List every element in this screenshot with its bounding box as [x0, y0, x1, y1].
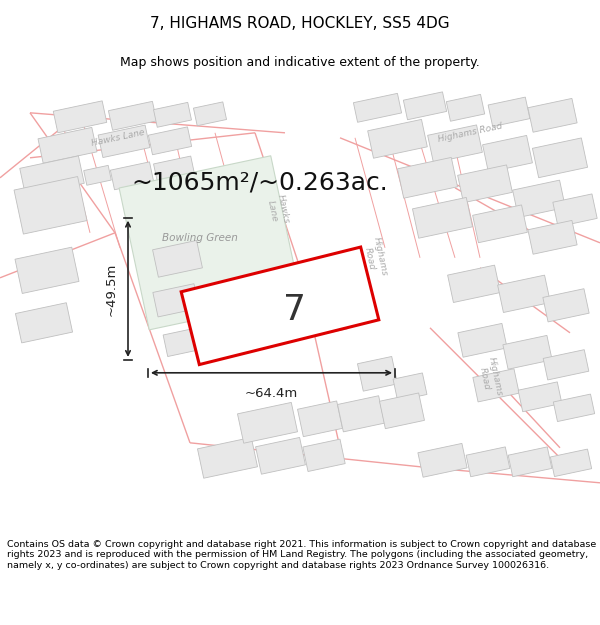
- Polygon shape: [38, 127, 97, 163]
- Polygon shape: [154, 102, 191, 127]
- Polygon shape: [508, 447, 552, 477]
- Polygon shape: [488, 97, 530, 126]
- Polygon shape: [154, 156, 194, 182]
- Polygon shape: [446, 94, 485, 121]
- Polygon shape: [84, 166, 111, 185]
- Text: ~1065m²/~0.263ac.: ~1065m²/~0.263ac.: [131, 171, 388, 195]
- Text: Hawks Lane: Hawks Lane: [91, 127, 145, 148]
- Polygon shape: [448, 265, 500, 302]
- Polygon shape: [20, 156, 84, 196]
- Polygon shape: [181, 247, 379, 364]
- Polygon shape: [193, 102, 227, 126]
- Polygon shape: [148, 127, 191, 155]
- Text: Contains OS data © Crown copyright and database right 2021. This information is : Contains OS data © Crown copyright and d…: [7, 540, 596, 570]
- Polygon shape: [458, 323, 507, 357]
- Polygon shape: [119, 156, 301, 330]
- Text: Highams
Road: Highams Road: [476, 356, 503, 399]
- Text: Highams Road: Highams Road: [437, 122, 503, 144]
- Polygon shape: [553, 394, 595, 421]
- Polygon shape: [380, 393, 424, 429]
- Polygon shape: [512, 180, 565, 218]
- Polygon shape: [466, 447, 510, 477]
- Polygon shape: [298, 401, 343, 437]
- Polygon shape: [163, 327, 205, 356]
- Text: 7, HIGHAMS ROAD, HOCKLEY, SS5 4DG: 7, HIGHAMS ROAD, HOCKLEY, SS5 4DG: [150, 16, 450, 31]
- Polygon shape: [518, 382, 562, 412]
- Polygon shape: [403, 92, 446, 120]
- Polygon shape: [550, 449, 592, 476]
- Polygon shape: [497, 275, 550, 312]
- Polygon shape: [503, 336, 552, 369]
- Text: Map shows position and indicative extent of the property.: Map shows position and indicative extent…: [120, 56, 480, 69]
- Polygon shape: [14, 176, 87, 234]
- Text: Hawks
Lane: Hawks Lane: [265, 193, 290, 226]
- Polygon shape: [110, 162, 154, 190]
- Polygon shape: [543, 349, 589, 380]
- Polygon shape: [53, 101, 107, 132]
- Text: ~49.5m: ~49.5m: [105, 262, 118, 316]
- Text: ~64.4m: ~64.4m: [245, 387, 298, 400]
- Polygon shape: [543, 289, 589, 322]
- Polygon shape: [256, 438, 305, 474]
- Polygon shape: [428, 125, 482, 162]
- Polygon shape: [532, 138, 587, 178]
- Polygon shape: [473, 205, 527, 242]
- Polygon shape: [482, 136, 532, 172]
- Polygon shape: [528, 221, 577, 254]
- Polygon shape: [98, 125, 150, 158]
- Polygon shape: [15, 247, 79, 294]
- Polygon shape: [153, 284, 199, 317]
- Polygon shape: [393, 373, 427, 401]
- Polygon shape: [418, 443, 467, 478]
- Polygon shape: [528, 98, 577, 132]
- Polygon shape: [473, 369, 519, 402]
- Polygon shape: [412, 198, 473, 238]
- Polygon shape: [338, 396, 385, 432]
- Polygon shape: [553, 194, 597, 227]
- Polygon shape: [458, 165, 512, 202]
- Polygon shape: [368, 119, 427, 158]
- Polygon shape: [109, 101, 157, 130]
- Polygon shape: [353, 93, 401, 122]
- Text: Highams
Road: Highams Road: [361, 236, 389, 279]
- Polygon shape: [303, 439, 345, 471]
- Polygon shape: [397, 158, 458, 198]
- Polygon shape: [308, 304, 347, 336]
- Polygon shape: [197, 438, 257, 478]
- Polygon shape: [152, 241, 202, 277]
- Text: 7: 7: [284, 292, 307, 327]
- Text: Bowling Green: Bowling Green: [162, 232, 238, 242]
- Polygon shape: [238, 402, 298, 443]
- Polygon shape: [16, 302, 73, 343]
- Polygon shape: [358, 356, 398, 391]
